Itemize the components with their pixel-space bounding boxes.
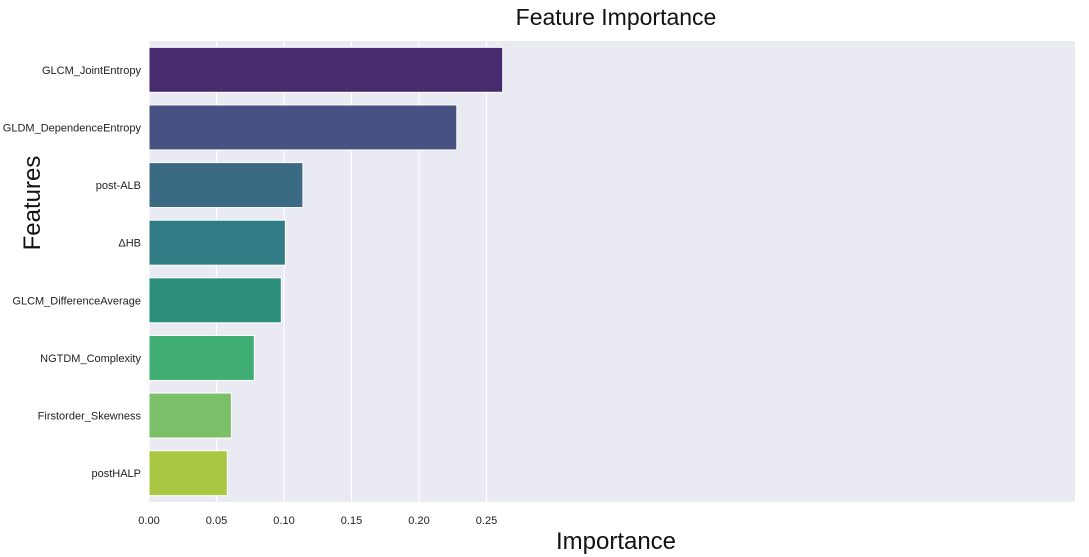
- y-tick-label: post-ALB: [96, 180, 141, 192]
- bar: [148, 219, 286, 266]
- x-tick-labels: 0.00 0.05 0.10 0.15 0.20 0.25: [138, 515, 497, 527]
- y-axis-label: Features: [19, 156, 46, 251]
- x-tick-label: 0.00: [138, 515, 159, 527]
- y-tick-label: postHALP: [91, 468, 141, 480]
- y-tick-label: ΔHB: [118, 238, 141, 250]
- y-tick-label: GLCM_DifferenceAverage: [12, 295, 141, 307]
- bar: [148, 162, 304, 209]
- x-tick-label: 0.25: [476, 515, 497, 527]
- bar: [148, 46, 504, 93]
- x-axis-label: Importance: [556, 528, 676, 555]
- chart-title: Feature Importance: [516, 4, 717, 30]
- y-tick-labels: GLCM_JointEntropy GLDM_DependenceEntropyp…: [3, 65, 142, 480]
- y-tick-label: Firstorder_Skewness: [38, 411, 142, 423]
- bar: [148, 392, 232, 439]
- y-tick-label: GLCM_JointEntropy: [42, 65, 142, 77]
- bar: [148, 334, 255, 381]
- bar: [148, 104, 458, 151]
- bar: [148, 450, 228, 497]
- x-tick-label: 0.10: [273, 515, 294, 527]
- x-tick-label: 0.20: [408, 515, 429, 527]
- x-tick-label: 0.15: [341, 515, 362, 527]
- x-tick-label: 0.05: [206, 515, 227, 527]
- bar: [148, 277, 282, 324]
- y-tick-label: GLDM_DependenceEntropy: [3, 122, 142, 134]
- bars: [148, 46, 504, 497]
- y-tick-label: NGTDM_Complexity: [40, 353, 141, 365]
